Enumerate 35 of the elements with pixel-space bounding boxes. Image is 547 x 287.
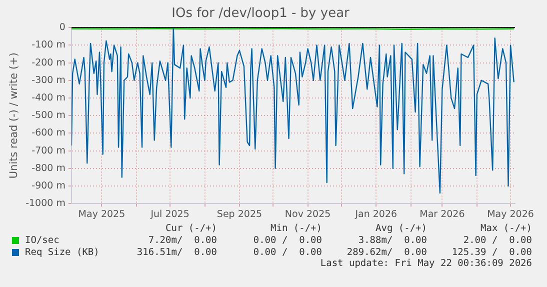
text: 0.00 / 0.00: [252, 234, 322, 246]
x-tick-label: Mar 2026: [420, 208, 465, 220]
x-tick-label: Sep 2025: [216, 208, 262, 220]
y-tick-label: -200 m: [32, 57, 66, 68]
x-tick-label: Jan 2026: [354, 208, 398, 220]
y-axis-title: Units read (-) / write (+): [8, 52, 20, 179]
x-tick-label: Jul 2025: [150, 208, 190, 220]
text: Last update: Fri May 22 00:36:09 2026: [319, 258, 532, 269]
text: 125.39 / 0.00: [450, 246, 532, 258]
text: 3.88m/ 0.00: [357, 234, 427, 246]
text: 2.00 / 0.00: [462, 234, 532, 246]
y-tick-label: -400 m: [32, 92, 66, 104]
y-tick-label: -600 m: [32, 128, 66, 139]
text: Avg (-/+): [374, 222, 427, 234]
chart-title: IOs for /dev/loop1 - by year: [172, 6, 350, 22]
text: 0.00 / 0.00: [252, 246, 322, 258]
y-tick-label: -300 m: [32, 74, 66, 86]
y-tick-label: -800 m: [32, 162, 66, 174]
text: Max (-/+): [480, 222, 532, 234]
x-tick-label: Nov 2025: [284, 208, 331, 220]
y-tick-label: -500 m: [32, 110, 66, 122]
text: 316.51m/ 0.00: [136, 246, 217, 258]
text: Cur (-/+): [164, 222, 217, 234]
text: 7.20m/ 0.00: [147, 234, 217, 246]
y-tick-label: 0: [59, 22, 66, 34]
y-tick-label: -1000 m: [26, 198, 66, 210]
text: 289.62m/ 0.00: [346, 246, 427, 258]
text: Min (-/+): [270, 222, 322, 234]
x-tick-label: May 2026: [487, 208, 534, 220]
y-tick-label: -700 m: [32, 145, 66, 156]
legend-label: IO/sec: [24, 234, 60, 246]
x-tick-label: May 2025: [78, 208, 126, 220]
y-tick-label: -100 m: [32, 40, 66, 51]
y-tick-label: -900 m: [32, 180, 66, 192]
legend-label: Req Size (KB): [24, 246, 100, 258]
